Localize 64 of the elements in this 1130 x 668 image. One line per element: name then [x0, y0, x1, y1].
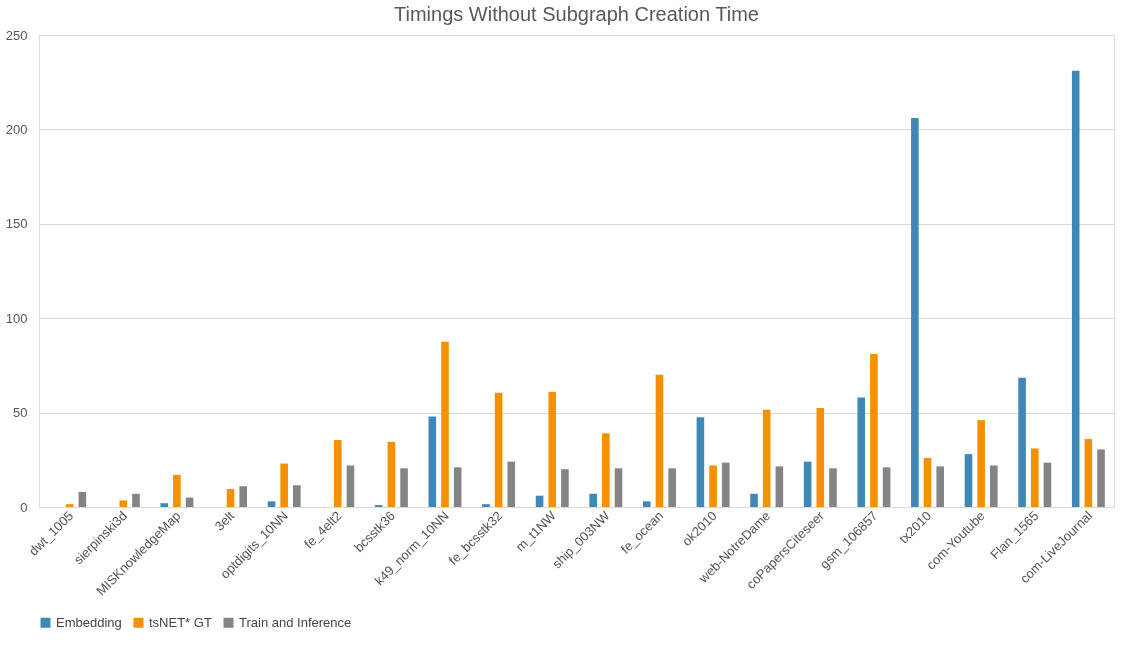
y-tick-label: 0 — [20, 499, 28, 515]
bar — [775, 466, 784, 507]
bar — [977, 420, 985, 507]
bar — [1018, 377, 1026, 507]
y-tick-label: 150 — [5, 216, 28, 232]
bar — [750, 493, 758, 507]
bar — [655, 374, 664, 507]
bar — [1084, 439, 1093, 507]
bar — [1030, 448, 1039, 507]
bar — [882, 467, 891, 507]
bar — [387, 441, 396, 507]
legend-label: tsNET* GT — [149, 614, 212, 630]
bar — [548, 391, 557, 507]
bar — [642, 501, 651, 507]
legend-label: Embedding — [56, 614, 122, 630]
bar — [78, 491, 87, 507]
bar — [602, 433, 610, 507]
y-tick-label: 200 — [5, 121, 28, 137]
bar — [870, 354, 878, 507]
bar — [346, 465, 355, 507]
bar — [226, 489, 235, 507]
bar — [721, 462, 730, 507]
bar — [923, 457, 932, 507]
bar — [803, 461, 812, 507]
bar — [428, 416, 437, 507]
legend-label: Train and Inference — [239, 614, 352, 630]
bar — [441, 341, 449, 507]
bar — [762, 409, 771, 507]
bar — [561, 469, 569, 507]
bar — [160, 503, 169, 507]
y-tick-label: 100 — [5, 310, 28, 326]
bar — [119, 500, 128, 507]
bar — [239, 486, 248, 507]
bar — [494, 392, 503, 507]
bar — [857, 397, 866, 507]
y-tick-label: 50 — [13, 405, 28, 421]
bar — [816, 407, 825, 507]
chart-title: Timings Without Subgraph Creation Time — [394, 3, 759, 25]
bar — [1097, 449, 1105, 507]
bar — [668, 468, 676, 507]
bar — [964, 454, 973, 507]
bar — [132, 493, 140, 507]
bar — [267, 501, 276, 507]
bar — [507, 461, 516, 507]
bar — [453, 467, 462, 507]
bar — [293, 485, 301, 507]
bar — [535, 495, 544, 507]
bar — [1071, 70, 1080, 507]
bar — [280, 463, 288, 507]
y-tick-label: 250 — [5, 27, 28, 43]
bar — [400, 468, 408, 507]
bar — [709, 465, 717, 507]
bar — [936, 466, 945, 507]
bar — [911, 118, 919, 507]
bar — [829, 468, 837, 507]
bar — [589, 493, 597, 507]
bar — [482, 504, 490, 507]
bar — [333, 439, 342, 507]
bar — [696, 417, 705, 507]
bar — [1043, 462, 1052, 507]
bar — [990, 465, 998, 507]
bar — [65, 504, 74, 507]
bar — [614, 468, 623, 507]
bar — [173, 474, 181, 507]
